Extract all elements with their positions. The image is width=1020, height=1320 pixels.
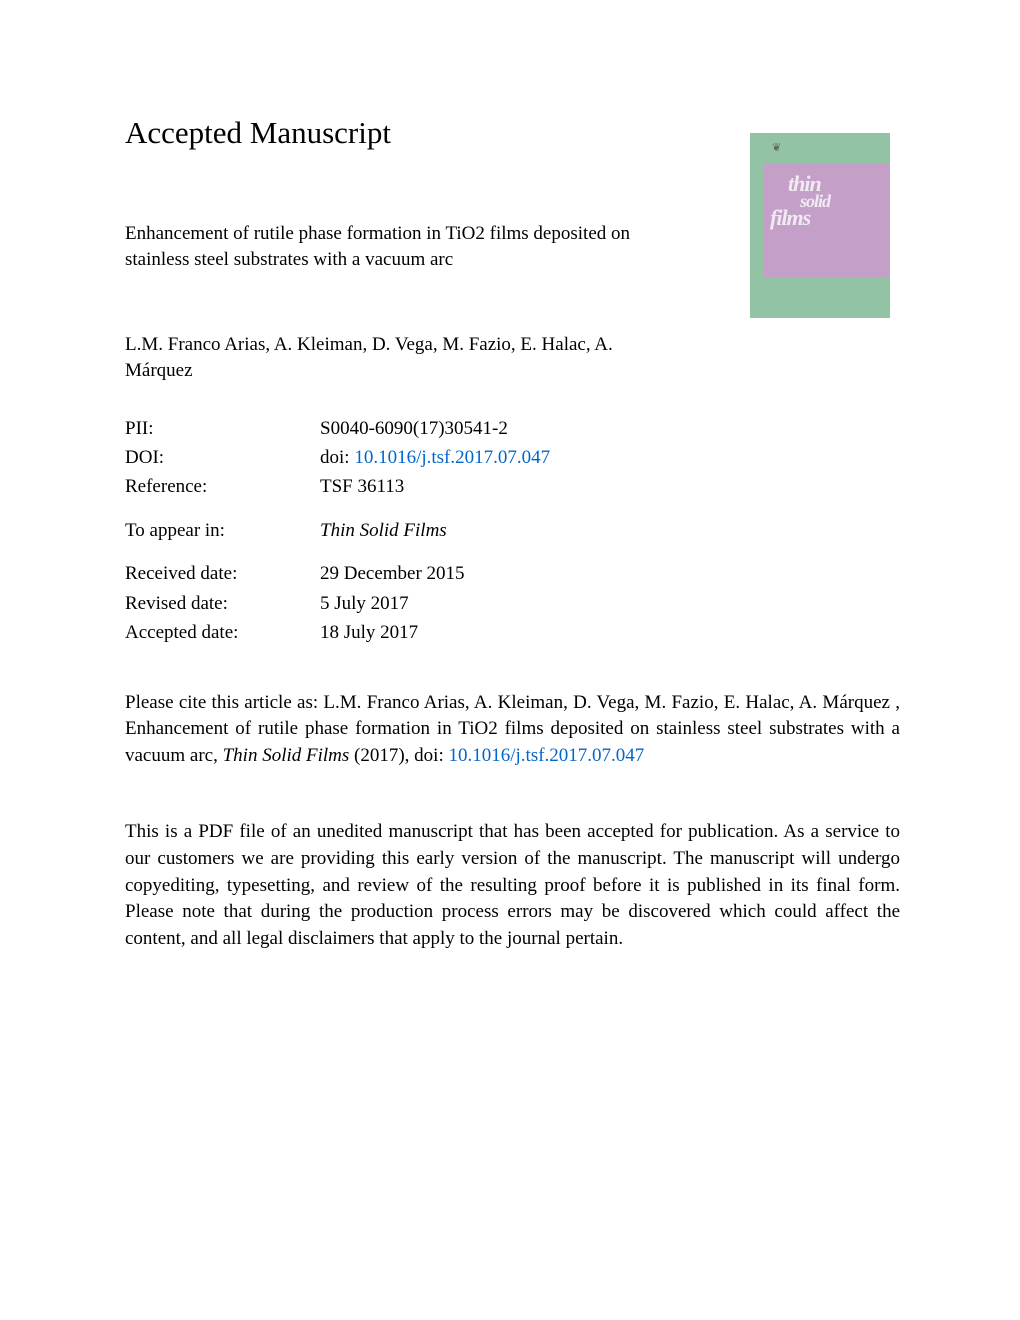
appear-value: Thin Solid Films <box>320 516 900 545</box>
reference-value: TSF 36113 <box>320 472 900 501</box>
pii-row: PII: S0040-6090(17)30541-2 <box>125 414 900 443</box>
cover-inner: thin solid films <box>764 163 890 278</box>
accepted-heading: Accepted Manuscript <box>125 115 635 151</box>
authors: L.M. Franco Arias, A. Kleiman, D. Vega, … <box>125 332 635 383</box>
reference-label: Reference: <box>125 472 320 501</box>
doi-row: DOI: doi: 10.1016/j.tsf.2017.07.047 <box>125 443 900 472</box>
received-value: 29 December 2015 <box>320 559 900 588</box>
article-title: Enhancement of rutile phase formation in… <box>125 221 635 272</box>
revised-label: Revised date: <box>125 589 320 618</box>
received-row: Received date: 29 December 2015 <box>125 559 900 588</box>
elsevier-icon: ❦ <box>772 141 781 154</box>
appear-row: To appear in: Thin Solid Films <box>125 516 900 545</box>
doi-label: DOI: <box>125 443 320 472</box>
pii-value: S0040-6090(17)30541-2 <box>320 414 900 443</box>
cover-line3: films <box>770 209 884 228</box>
cover-line2: solid <box>800 194 884 209</box>
citation-text: Please cite this article as: L.M. Franco… <box>125 690 900 770</box>
doi-prefix: doi: <box>320 447 354 468</box>
citation-journal: Thin Solid Films <box>223 745 350 766</box>
accepted-row: Accepted date: 18 July 2017 <box>125 618 900 647</box>
header-row: Accepted Manuscript Enhancement of rutil… <box>125 115 900 414</box>
pii-label: PII: <box>125 414 320 443</box>
reference-row: Reference: TSF 36113 <box>125 472 900 501</box>
appear-label: To appear in: <box>125 516 320 545</box>
citation-year: (2017), doi: <box>349 745 448 766</box>
doi-value: doi: 10.1016/j.tsf.2017.07.047 <box>320 443 900 472</box>
doi-link[interactable]: 10.1016/j.tsf.2017.07.047 <box>354 447 550 468</box>
disclaimer-text: This is a PDF file of an unedited manusc… <box>125 819 900 952</box>
journal-cover: ❦ thin solid films <box>750 133 890 318</box>
accepted-label: Accepted date: <box>125 618 320 647</box>
citation-doi-link[interactable]: 10.1016/j.tsf.2017.07.047 <box>449 745 645 766</box>
accepted-value: 18 July 2017 <box>320 618 900 647</box>
metadata-table: PII: S0040-6090(17)30541-2 DOI: doi: 10.… <box>125 414 900 648</box>
revised-value: 5 July 2017 <box>320 589 900 618</box>
cover-title: thin solid films <box>770 175 884 228</box>
revised-row: Revised date: 5 July 2017 <box>125 589 900 618</box>
received-label: Received date: <box>125 559 320 588</box>
left-column: Accepted Manuscript Enhancement of rutil… <box>125 115 635 414</box>
